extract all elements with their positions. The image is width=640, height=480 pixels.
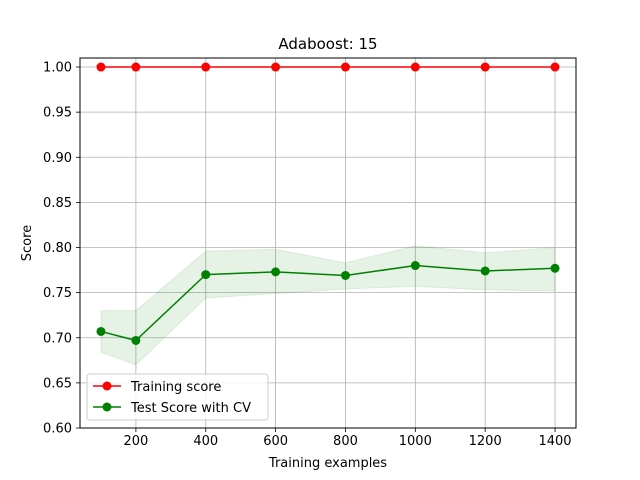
data-point bbox=[271, 267, 281, 277]
y-tick-label: 0.80 bbox=[43, 241, 72, 256]
legend: Training score Test Score with CV bbox=[86, 373, 269, 421]
data-point bbox=[480, 266, 490, 276]
legend-swatch-marker bbox=[102, 402, 112, 412]
series-line bbox=[100, 264, 556, 342]
data-point bbox=[96, 326, 106, 336]
series-markers bbox=[96, 62, 560, 345]
y-tick-label: 0.90 bbox=[43, 151, 72, 166]
data-point bbox=[271, 62, 281, 72]
x-tick-label: 800 bbox=[333, 434, 358, 449]
x-tick-label: 600 bbox=[263, 434, 288, 449]
x-tick-label: 400 bbox=[193, 434, 218, 449]
data-point bbox=[201, 270, 211, 280]
x-tick-label: 1200 bbox=[469, 434, 502, 449]
confidence-band bbox=[100, 245, 556, 366]
y-tick-label: 0.75 bbox=[43, 286, 72, 301]
y-tick-label: 0.70 bbox=[43, 331, 72, 346]
data-point bbox=[340, 62, 350, 72]
series-lines bbox=[100, 66, 556, 342]
data-point bbox=[410, 261, 420, 271]
y-tick-label: 0.95 bbox=[43, 106, 72, 121]
data-point bbox=[410, 62, 420, 72]
data-point bbox=[550, 263, 560, 273]
legend-label: Test Score with CV bbox=[130, 401, 251, 416]
data-point bbox=[480, 62, 490, 72]
x-tick-label: 1000 bbox=[399, 434, 432, 449]
plot-frame bbox=[79, 57, 577, 429]
data-point bbox=[201, 62, 211, 72]
chart-title: Adaboost: 15 bbox=[278, 35, 377, 53]
data-point bbox=[131, 62, 141, 72]
x-axis-label: Training examples bbox=[268, 456, 387, 471]
legend-label: Training score bbox=[130, 380, 221, 395]
y-tick-label: 0.60 bbox=[43, 422, 72, 437]
legend-swatch-marker bbox=[102, 381, 112, 391]
y-tick-label: 1.00 bbox=[43, 61, 72, 76]
data-point bbox=[340, 270, 350, 280]
y-tick-label: 0.85 bbox=[43, 196, 72, 211]
data-point bbox=[96, 62, 106, 72]
x-tick-label: 200 bbox=[123, 434, 148, 449]
data-point bbox=[131, 335, 141, 345]
data-point bbox=[550, 62, 560, 72]
x-tick-label: 1400 bbox=[538, 434, 571, 449]
y-tick-label: 0.65 bbox=[43, 376, 72, 391]
axis-ticks: 200 400 600 800 1000 1200 1400 0.60 0.65 0.70 0.75… bbox=[43, 61, 572, 449]
legend-box bbox=[86, 373, 269, 421]
y-axis-label: Score bbox=[20, 225, 35, 261]
